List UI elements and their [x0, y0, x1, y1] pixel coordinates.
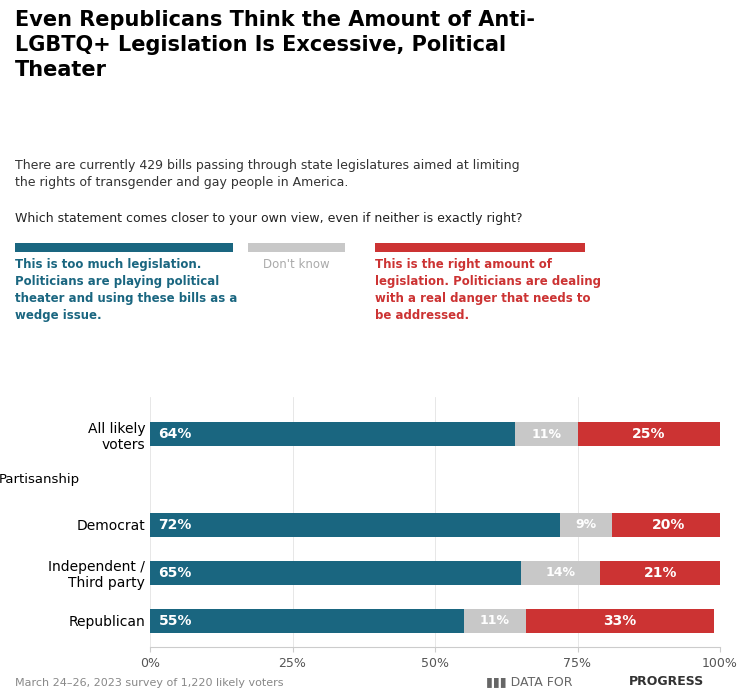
Bar	[520, 561, 600, 585]
Text: 21%: 21%	[644, 566, 677, 580]
Bar	[600, 561, 720, 585]
Bar	[578, 422, 720, 446]
Text: 33%: 33%	[604, 614, 637, 628]
Text: Partisanship: Partisanship	[0, 473, 80, 486]
Text: 9%: 9%	[575, 518, 596, 531]
Bar	[612, 513, 726, 537]
Text: There are currently 429 bills passing through state legislatures aimed at limiti: There are currently 429 bills passing th…	[15, 159, 520, 189]
Text: 11%: 11%	[480, 614, 510, 627]
Bar	[560, 513, 612, 537]
Text: 25%: 25%	[632, 427, 665, 441]
Text: 65%: 65%	[158, 566, 192, 580]
Bar	[464, 608, 526, 633]
Text: Even Republicans Think the Amount of Anti-
LGBTQ+ Legislation Is Excessive, Poli: Even Republicans Think the Amount of Ant…	[15, 10, 535, 80]
Text: Don't know: Don't know	[263, 258, 329, 271]
Text: 64%: 64%	[158, 427, 192, 441]
Text: 72%: 72%	[158, 518, 192, 532]
Text: ▮▮▮ DATA FOR: ▮▮▮ DATA FOR	[486, 674, 577, 688]
Text: 55%: 55%	[158, 614, 192, 628]
Bar	[514, 422, 578, 446]
Text: 20%: 20%	[652, 518, 686, 532]
Bar	[526, 608, 714, 633]
Text: This is the right amount of
legislation. Politicians are dealing
with a real dan: This is the right amount of legislation.…	[375, 258, 601, 322]
Text: This is too much legislation.
Politicians are playing political
theater and usin: This is too much legislation. Politician…	[15, 258, 237, 322]
Bar	[150, 608, 464, 633]
Bar	[150, 561, 520, 585]
Text: Which statement comes closer to your own view, even if neither is exactly right?: Which statement comes closer to your own…	[15, 212, 523, 226]
Text: 11%: 11%	[531, 427, 561, 441]
Text: 14%: 14%	[545, 566, 575, 579]
Text: March 24–26, 2023 survey of 1,220 likely voters: March 24–26, 2023 survey of 1,220 likely…	[15, 678, 284, 688]
Bar	[150, 422, 514, 446]
Bar	[150, 513, 560, 537]
Text: PROGRESS: PROGRESS	[628, 674, 704, 688]
